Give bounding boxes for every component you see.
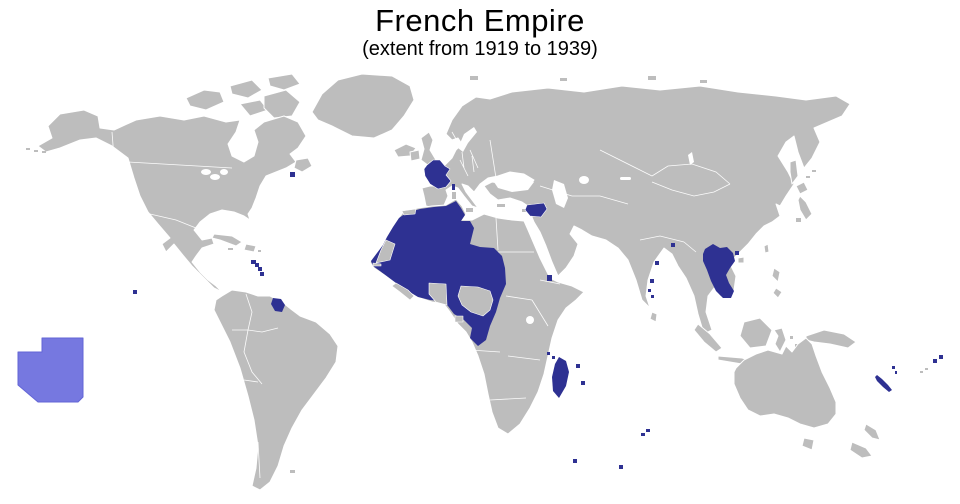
caspian-sea <box>552 180 568 208</box>
east-asia-islands <box>737 159 816 264</box>
sulawesi <box>773 327 787 353</box>
marker-corsica <box>452 184 455 190</box>
nigeria <box>457 285 494 317</box>
nz-south-island <box>849 441 873 459</box>
hokkaido <box>795 181 809 195</box>
marker-crozet <box>573 459 577 463</box>
marker-reunion <box>581 381 585 385</box>
newfoundland <box>293 157 313 173</box>
marker-saint-paul <box>641 433 645 436</box>
falklands <box>290 470 295 473</box>
maritime-sea <box>693 267 857 370</box>
aral-sea <box>579 176 589 184</box>
arctic-islands <box>185 73 707 119</box>
marker-lesser-antilles <box>260 272 264 276</box>
black-sea <box>492 174 534 192</box>
title-block: French Empire (extent from 1919 to 1939) <box>0 3 960 61</box>
eurasia <box>421 85 851 335</box>
page-subtitle: (extent from 1919 to 1939) <box>362 38 598 60</box>
region-madagascar <box>552 357 569 398</box>
borneo <box>739 317 773 349</box>
sakhalin <box>789 159 799 185</box>
marker-djibouti <box>547 275 552 281</box>
marker-amsterdam <box>646 429 650 432</box>
ireland <box>409 149 421 162</box>
hainan <box>737 256 745 264</box>
cyprus <box>522 209 528 212</box>
marker-guadeloupe-north <box>251 260 256 264</box>
region-french-guiana <box>271 298 285 312</box>
sierra-leone-liberia <box>391 282 415 301</box>
taiwan <box>763 243 770 254</box>
lake-balkhash <box>620 177 631 180</box>
inland-seas <box>201 127 694 324</box>
marker-futuna <box>939 355 943 359</box>
crete <box>497 204 505 207</box>
sardinia <box>452 192 456 199</box>
philippines-1 <box>771 267 781 283</box>
marker-karikal <box>648 289 651 292</box>
marker-comoros-2 <box>552 356 555 359</box>
territory-markers <box>133 172 943 469</box>
philippines-2 <box>772 287 783 299</box>
marker-iles-eparses <box>576 364 580 368</box>
sumatra <box>693 323 723 353</box>
marker-pondicherry <box>650 279 654 283</box>
fiji <box>920 368 928 373</box>
marker-wallis <box>933 359 937 363</box>
marker-saint-pierre-et-miquelon <box>290 172 295 177</box>
marker-clipperton <box>133 290 137 294</box>
aleutians <box>26 148 46 153</box>
tasmania <box>801 437 815 451</box>
claim-polygon <box>17 337 84 403</box>
non-french-enclaves <box>372 208 494 323</box>
great-lake-2 <box>210 174 220 180</box>
marker-guangzhouwan <box>735 251 739 255</box>
kyushu <box>796 218 801 222</box>
region-new-caledonia <box>875 375 892 392</box>
sri-lanka <box>649 311 658 323</box>
rio-muni <box>454 315 464 323</box>
baltic-sea <box>458 127 477 152</box>
marker-martinique <box>258 267 262 271</box>
sicily <box>466 208 473 212</box>
australia <box>733 337 837 429</box>
gold-coast-ghana <box>428 282 448 306</box>
marker-comoros-1 <box>547 352 550 355</box>
lake-baikal <box>688 152 694 165</box>
honshu <box>797 195 813 221</box>
marker-chandernagore <box>671 243 675 247</box>
north-america <box>37 109 307 293</box>
page-title: French Empire <box>375 3 585 38</box>
mediterranean-islands <box>452 192 528 212</box>
marker-vanuatu-2 <box>895 371 897 374</box>
french-empire-territories <box>133 159 943 469</box>
spanish-sahara <box>375 239 396 264</box>
marker-kerguelen <box>619 465 623 469</box>
great-lake-3 <box>220 169 228 175</box>
greenland <box>311 73 415 139</box>
marker-mahe <box>651 295 654 298</box>
nz-north-island <box>863 423 881 441</box>
new-guinea <box>805 329 857 349</box>
region-syria-lebanon <box>524 202 548 218</box>
region-france <box>423 159 452 190</box>
lake-victoria <box>526 316 534 324</box>
marker-guadeloupe <box>255 263 259 267</box>
caribbean-islands <box>211 233 261 253</box>
gambia <box>372 262 382 267</box>
marker-yanaon <box>655 261 659 265</box>
spanish-morocco <box>401 208 417 216</box>
region-indochina <box>703 244 735 298</box>
south-america <box>213 289 339 491</box>
marker-vanuatu-1 <box>892 366 895 369</box>
country-borders <box>111 131 731 479</box>
great-lake-1 <box>201 169 211 175</box>
